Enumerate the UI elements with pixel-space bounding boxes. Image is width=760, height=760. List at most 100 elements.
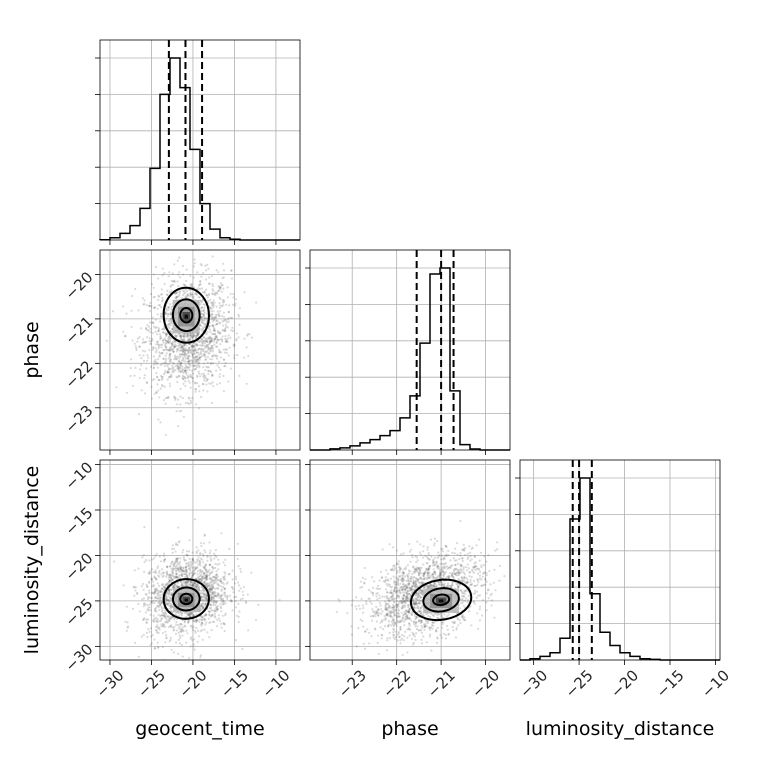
sample-point: [170, 342, 173, 345]
sample-point: [218, 382, 222, 385]
sample-point: [183, 337, 186, 340]
sample-point: [420, 599, 423, 603]
sample-point: [250, 336, 254, 339]
sample-point: [374, 610, 377, 613]
sample-point: [192, 614, 195, 617]
sample-point: [432, 559, 435, 562]
sample-point: [425, 568, 428, 571]
sample-point: [422, 635, 425, 638]
sample-point: [401, 619, 404, 622]
sample-point: [209, 339, 212, 342]
sample-point: [204, 623, 207, 626]
sample-point: [180, 353, 184, 356]
sample-point: [164, 616, 167, 620]
sample-point: [191, 626, 194, 629]
sample-point: [189, 283, 192, 286]
sample-point: [464, 554, 467, 557]
sample-point: [230, 599, 233, 602]
sample-point: [175, 558, 178, 561]
sample-point: [185, 629, 188, 632]
sample-point: [204, 318, 207, 321]
sample-point: [185, 568, 188, 571]
sample-point: [189, 569, 192, 572]
sample-point: [170, 567, 173, 570]
sample-point: [412, 606, 415, 609]
sample-point: [400, 588, 403, 592]
sample-point: [213, 590, 216, 593]
sample-point: [165, 333, 168, 336]
sample-point: [180, 643, 183, 647]
sample-point: [452, 629, 455, 632]
sample-point: [181, 344, 184, 347]
sample-point: [208, 337, 211, 340]
sample-point: [399, 592, 402, 595]
sample-point: [178, 366, 181, 369]
sample-point: [182, 347, 185, 350]
sample-point: [175, 572, 179, 575]
sample-point: [171, 544, 174, 547]
sample-point: [216, 322, 219, 325]
sample-point: [189, 613, 192, 616]
sample-point: [350, 604, 353, 607]
sample-point: [177, 652, 180, 655]
sample-point: [420, 596, 423, 599]
sample-point: [196, 271, 199, 274]
sample-point: [415, 632, 418, 635]
sample-point: [126, 621, 129, 624]
sample-point: [152, 307, 155, 310]
sample-point: [408, 550, 412, 553]
sample-point: [187, 375, 190, 379]
sample-point: [181, 574, 184, 578]
sample-point: [429, 538, 432, 541]
sample-point: [179, 355, 182, 358]
sample-point: [402, 601, 405, 604]
sample-point: [142, 618, 145, 622]
sample-point: [205, 578, 208, 581]
sample-point: [166, 620, 169, 623]
sample-point: [193, 349, 196, 352]
sample-point: [179, 342, 182, 345]
sample-point: [170, 367, 173, 370]
sample-point: [208, 382, 211, 385]
sample-point: [167, 588, 171, 591]
sample-point: [146, 618, 149, 621]
sample-point: [214, 336, 217, 339]
sample-point: [395, 609, 398, 612]
sample-point: [151, 591, 154, 594]
sample-point: [160, 617, 163, 620]
sample-point: [215, 269, 218, 272]
sample-point: [193, 582, 196, 585]
sample-point: [470, 575, 473, 579]
sample-point: [155, 606, 158, 609]
sample-point: [156, 307, 159, 310]
sample-point: [397, 595, 401, 598]
sample-point: [400, 578, 403, 581]
sample-point: [210, 585, 213, 588]
sample-point: [224, 572, 227, 575]
sample-point: [224, 337, 227, 340]
sample-point: [428, 584, 431, 587]
sample-point: [426, 574, 429, 577]
sample-point: [208, 574, 211, 577]
sample-point: [397, 605, 400, 608]
sample-point: [436, 566, 439, 569]
sample-point: [168, 574, 171, 577]
sample-point: [153, 306, 156, 309]
sample-point: [201, 569, 204, 573]
sample-point: [130, 309, 133, 312]
sample-point: [212, 318, 215, 321]
sample-point: [429, 626, 433, 629]
sample-point: [219, 605, 222, 608]
sample-point: [489, 594, 492, 597]
sample-point: [216, 573, 219, 576]
sample-point: [168, 575, 171, 578]
sample-point: [165, 339, 168, 342]
sample-point: [193, 382, 196, 385]
sample-point: [226, 594, 229, 597]
sample-point: [189, 285, 192, 288]
sample-point: [201, 330, 204, 333]
sample-point: [395, 571, 398, 575]
sample-point: [169, 599, 172, 602]
sample-point: [209, 589, 212, 592]
sample-point: [171, 571, 174, 575]
